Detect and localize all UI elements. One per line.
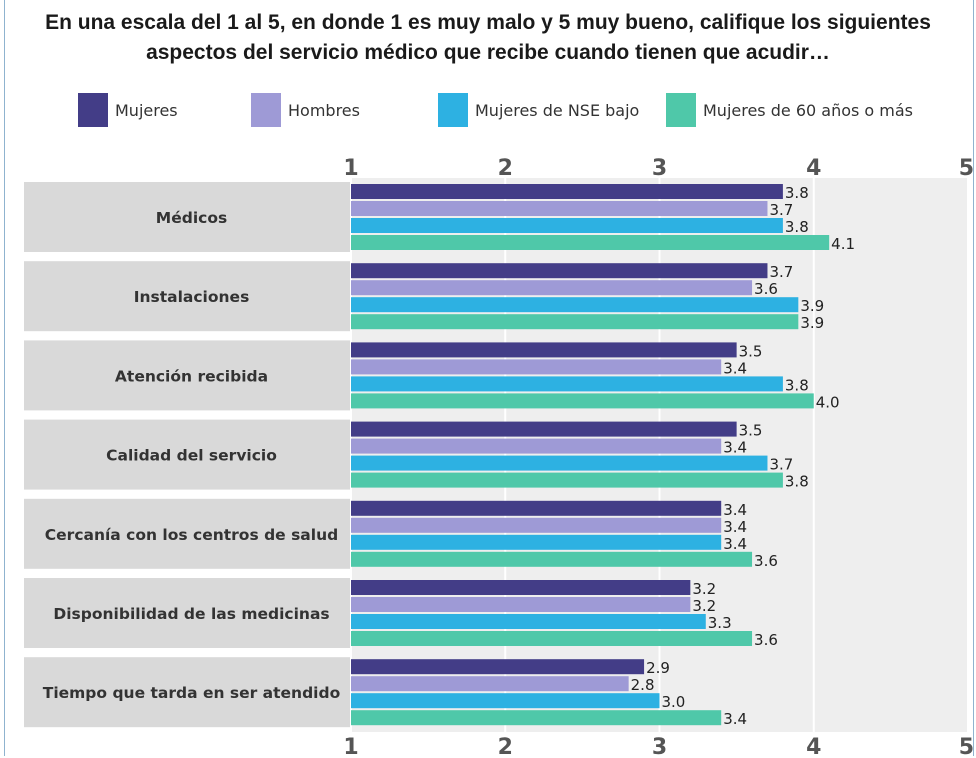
value-label-mujeres-de-60-anos-o-mas-medicos: 4.1 [831, 235, 855, 253]
chart-title: En una escala del 1 al 5, en donde 1 es … [45, 11, 931, 64]
bar-mujeres-de-60-anos-o-mas-instalaciones [351, 314, 799, 330]
category-box-instalaciones [24, 261, 351, 332]
bar-hombres-calidad-del-servicio [351, 438, 722, 454]
value-label-mujeres-cercania-con-los-centros-de-salud: 3.4 [723, 501, 747, 519]
x-tick-bottom-4: 4 [806, 735, 821, 758]
value-label-mujeres-de-nse-bajo-atencion-recibida: 3.8 [785, 376, 809, 394]
category-label-medicos: Médicos [156, 209, 227, 227]
value-label-hombres-disponibilidad-de-las-medicinas: 3.2 [692, 597, 716, 615]
value-label-mujeres-medicos: 3.8 [785, 184, 809, 202]
x-tick-bottom-1: 1 [343, 735, 358, 758]
value-label-mujeres-de-60-anos-o-mas-tiempo-que-tarda-en-ser-atendido: 3.4 [723, 710, 747, 728]
legend-label-mujeres-nse-bajo: Mujeres de NSE bajo [475, 100, 640, 120]
bar-hombres-cercania-con-los-centros-de-salud [351, 517, 722, 533]
category-box-atencion-recibida [24, 340, 351, 411]
bar-mujeres-de-60-anos-o-mas-medicos [351, 235, 830, 250]
bar-hombres-tiempo-que-tarda-en-ser-atendido [351, 676, 629, 692]
x-tick-bottom-5: 5 [959, 735, 974, 758]
legend-label-mujeres: Mujeres [115, 100, 178, 120]
category-label-atencion-recibida: Atención recibida [115, 367, 268, 385]
bar-mujeres-de-nse-bajo-calidad-del-servicio [351, 455, 768, 471]
legend-label-mujeres-60: Mujeres de 60 años o más [703, 100, 914, 120]
bar-mujeres-de-60-anos-o-mas-disponibilidad-de-las-medicinas [351, 631, 753, 646]
legend-label-hombres: Hombres [288, 100, 360, 120]
x-tick-top-2: 2 [498, 156, 513, 181]
value-label-mujeres-tiempo-que-tarda-en-ser-atendido: 2.9 [646, 659, 670, 677]
value-label-hombres-cercania-con-los-centros-de-salud: 3.4 [723, 518, 747, 536]
value-label-mujeres-de-nse-bajo-disponibilidad-de-las-medicinas: 3.3 [708, 614, 732, 632]
x-tick-top-3: 3 [652, 156, 667, 181]
value-label-mujeres-de-60-anos-o-mas-instalaciones: 3.9 [800, 314, 824, 332]
category-label-instalaciones: Instalaciones [134, 288, 250, 306]
category-box-medicos [24, 182, 351, 252]
value-label-mujeres-de-nse-bajo-cercania-con-los-centros-de-salud: 3.4 [723, 535, 747, 553]
category-label-calidad-del-servicio: Calidad del servicio [106, 447, 277, 465]
bar-mujeres-de-nse-bajo-atencion-recibida [351, 376, 783, 392]
value-label-hombres-atencion-recibida: 3.4 [723, 359, 747, 377]
bar-mujeres-de-60-anos-o-mas-atencion-recibida [351, 393, 814, 409]
bar-mujeres-de-nse-bajo-instalaciones [351, 297, 799, 313]
value-label-mujeres-de-60-anos-o-mas-atencion-recibida: 4.0 [816, 393, 840, 411]
value-label-mujeres-calidad-del-servicio: 3.5 [739, 422, 763, 440]
bar-mujeres-calidad-del-servicio [351, 421, 737, 437]
bar-mujeres-atencion-recibida [351, 342, 737, 358]
chart-frame [4, 0, 974, 756]
value-label-mujeres-de-60-anos-o-mas-cercania-con-los-centros-de-salud: 3.6 [754, 552, 778, 570]
value-label-hombres-medicos: 3.7 [769, 201, 793, 219]
bar-hombres-atencion-recibida [351, 359, 722, 375]
x-tick-bottom-2: 2 [498, 735, 513, 758]
x-tick-bottom-3: 3 [652, 735, 667, 758]
bar-mujeres-de-nse-bajo-tiempo-que-tarda-en-ser-atendido [351, 693, 660, 709]
category-label-tiempo-que-tarda-en-ser-atendido: Tiempo que tarda en ser atendido [43, 684, 340, 702]
legend-item-mujeres-nse-bajo: Mujeres de NSE bajo [438, 92, 639, 128]
x-tick-top-4: 4 [806, 156, 821, 181]
value-label-mujeres-disponibilidad-de-las-medicinas: 3.2 [692, 580, 716, 598]
value-label-mujeres-atencion-recibida: 3.5 [739, 342, 763, 360]
category-box-calidad-del-servicio [24, 419, 351, 490]
category-label-cercania-con-los-centros-de-salud: Cercanía con los centros de salud [45, 526, 338, 544]
value-label-mujeres-instalaciones: 3.7 [769, 263, 793, 281]
category-box-disponibilidad-de-las-medicinas [24, 578, 351, 648]
bar-mujeres-de-60-anos-o-mas-tiempo-que-tarda-en-ser-atendido [351, 710, 722, 726]
category-label-disponibilidad-de-las-medicinas: Disponibilidad de las medicinas [53, 605, 329, 623]
value-label-mujeres-de-60-anos-o-mas-calidad-del-servicio: 3.8 [785, 473, 809, 491]
bar-hombres-instalaciones [351, 280, 753, 296]
value-label-mujeres-de-nse-bajo-tiempo-que-tarda-en-ser-atendido: 3.0 [662, 693, 686, 711]
bar-hombres-disponibilidad-de-las-medicinas [351, 597, 691, 612]
value-label-mujeres-de-60-anos-o-mas-disponibilidad-de-las-medicinas: 3.6 [754, 631, 778, 649]
bar-mujeres-de-60-anos-o-mas-calidad-del-servicio [351, 472, 783, 488]
bar-mujeres-de-nse-bajo-medicos [351, 218, 783, 233]
legend: Mujeres Hombres Mujeres de NSE bajo Muje… [0, 92, 976, 128]
value-label-hombres-calidad-del-servicio: 3.4 [723, 439, 747, 457]
bar-mujeres-instalaciones [351, 263, 768, 279]
bar-mujeres-de-nse-bajo-disponibilidad-de-las-medicinas [351, 614, 706, 629]
legend-item-hombres: Hombres [251, 92, 360, 128]
bar-mujeres-cercania-con-los-centros-de-salud [351, 500, 722, 516]
category-box-tiempo-que-tarda-en-ser-atendido [24, 657, 351, 728]
bar-hombres-medicos [351, 201, 768, 216]
value-label-mujeres-de-nse-bajo-medicos: 3.8 [785, 218, 809, 236]
bar-mujeres-disponibilidad-de-las-medicinas [351, 580, 691, 595]
value-label-mujeres-de-nse-bajo-instalaciones: 3.9 [800, 297, 824, 315]
bar-mujeres-de-nse-bajo-cercania-con-los-centros-de-salud [351, 534, 722, 550]
value-label-hombres-tiempo-que-tarda-en-ser-atendido: 2.8 [631, 676, 655, 694]
value-label-mujeres-de-nse-bajo-calidad-del-servicio: 3.7 [769, 456, 793, 474]
bar-mujeres-tiempo-que-tarda-en-ser-atendido [351, 659, 645, 675]
legend-swatch-mujeres-60 [666, 93, 696, 127]
category-box-cercania-con-los-centros-de-salud [24, 498, 351, 569]
legend-swatch-hombres [251, 93, 281, 127]
x-tick-top-5: 5 [959, 156, 974, 181]
value-label-hombres-instalaciones: 3.6 [754, 280, 778, 298]
bar-mujeres-de-60-anos-o-mas-cercania-con-los-centros-de-salud [351, 551, 753, 567]
bar-mujeres-medicos [351, 184, 783, 199]
legend-swatch-mujeres-nse-bajo [438, 93, 468, 127]
legend-item-mujeres: Mujeres [78, 92, 178, 128]
legend-swatch-mujeres [78, 93, 108, 127]
x-tick-top-1: 1 [343, 156, 358, 181]
legend-item-mujeres-60: Mujeres de 60 años o más [666, 92, 913, 128]
